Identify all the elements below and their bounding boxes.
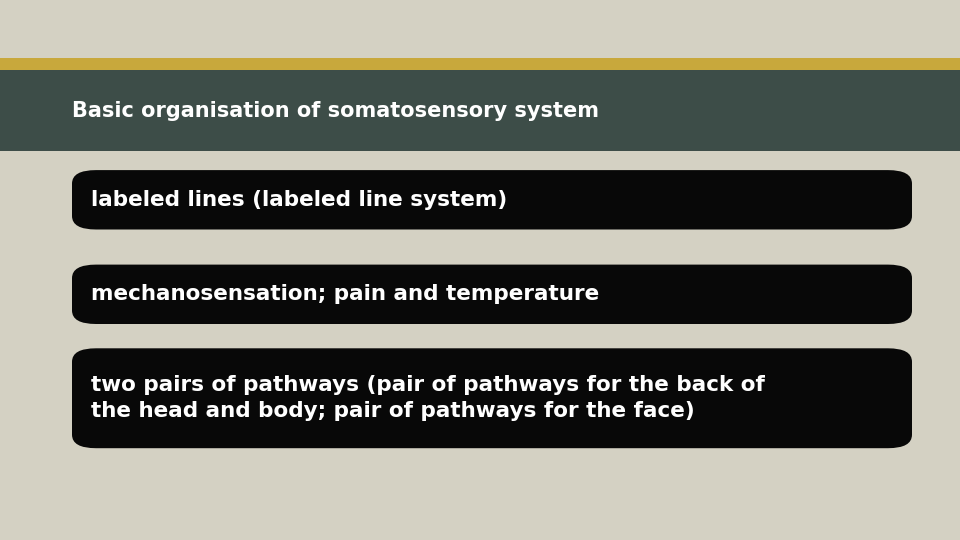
FancyBboxPatch shape — [0, 58, 960, 70]
Text: Basic organisation of somatosensory system: Basic organisation of somatosensory syst… — [72, 100, 599, 121]
Text: labeled lines (labeled line system): labeled lines (labeled line system) — [91, 190, 508, 210]
FancyBboxPatch shape — [72, 170, 912, 230]
FancyBboxPatch shape — [72, 265, 912, 324]
FancyBboxPatch shape — [72, 348, 912, 448]
Text: mechanosensation; pain and temperature: mechanosensation; pain and temperature — [91, 284, 599, 305]
FancyBboxPatch shape — [0, 70, 960, 151]
Text: two pairs of pathways (pair of pathways for the back of
the head and body; pair : two pairs of pathways (pair of pathways … — [91, 375, 765, 421]
